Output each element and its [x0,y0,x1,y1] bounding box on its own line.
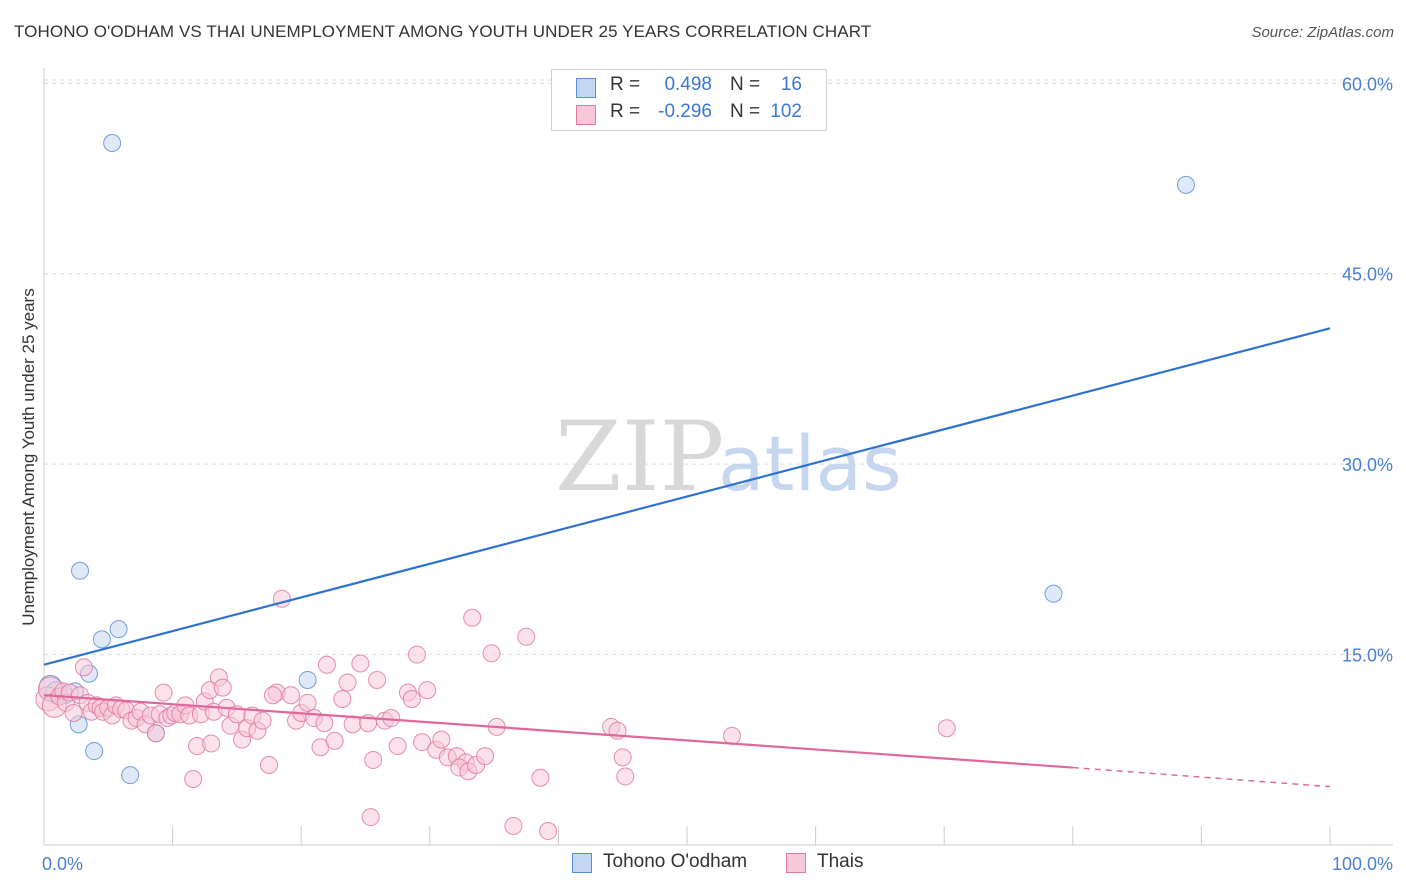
data-point-thais [388,736,407,755]
source-label: Source: ZipAtlas.com [1251,24,1394,41]
correlation-legend: R = 0.498 N = 16 R = -0.296 N = 102 [551,69,827,131]
data-point-thais [351,654,370,673]
y-tick-label: 30.0% [1342,455,1393,475]
legend-r-value-tohono: 0.498 [664,74,712,95]
data-point-thais [154,683,173,702]
data-point-thais [413,733,432,752]
x-tick-label-min: 0.0% [42,854,83,874]
data-point-thais [613,748,632,767]
data-point-thais [202,734,221,753]
legend-row-thais: R = -0.296 N = 102 [552,101,826,128]
data-point-tohono [103,133,122,152]
data-point-thais [407,645,426,664]
chart-title: TOHONO O'ODHAM VS THAI UNEMPLOYMENT AMON… [14,22,872,41]
watermark-zip: ZIP [555,401,724,513]
data-point-thais [74,658,93,677]
legend-r-label: R = [610,74,641,95]
data-point-thais [482,644,501,663]
data-point-thais [281,686,300,705]
data-point-tohono [92,630,111,649]
legend-r-label: R = [610,101,641,122]
data-point-thais [531,768,550,787]
legend-swatch-thais [576,105,596,125]
data-point-thais [213,678,232,697]
data-point-tohono [85,742,104,761]
data-point-tohono [71,561,90,580]
legend-r-value-thais: -0.296 [658,101,712,122]
data-point-thais [315,714,334,733]
data-point-thais [418,681,437,700]
data-point-thais [338,673,357,692]
y-tick-label: 60.0% [1342,74,1393,94]
data-point-thais [368,670,387,689]
data-point-thais [325,731,344,750]
bottom-legend-label-thais: Thais [817,851,864,872]
data-point-thais [364,750,383,769]
legend-n-label: N = [730,74,761,95]
bottom-legend-swatch-tohono [572,853,592,873]
data-point-thais [616,767,635,786]
trend-line-thais [43,694,1073,769]
data-point-thais [343,715,362,734]
data-point-thais [476,747,495,766]
data-points [35,133,1195,841]
data-point-thais [539,822,558,841]
tick-labels: 15.0% 30.0% 45.0% 60.0% 0.0% 100.0% Unemployme… [19,74,1393,874]
legend-n-value-thais: 102 [770,101,802,122]
data-point-thais [260,756,279,775]
data-point-thais [937,719,956,738]
data-point-thais [504,816,523,835]
legend-n-value-tohono: 16 [780,74,802,95]
data-point-thais [298,693,317,712]
data-point-tohono [109,620,128,639]
data-point-thais [333,690,352,709]
grid-lines [44,79,1393,656]
trend-lines [43,327,1331,788]
data-point-thais [146,724,165,743]
legend-row-tohono: R = 0.498 N = 16 [552,74,826,101]
legend-n-label: N = [730,101,761,122]
data-point-thais [64,703,83,722]
data-point-tohono [1044,584,1063,603]
data-point-tohono [298,670,317,689]
y-tick-label: 45.0% [1342,265,1393,285]
legend-swatch-tohono [576,78,596,98]
data-point-thais [402,690,421,709]
bottom-legend-swatch-thais [786,853,806,873]
data-point-thais [382,709,401,728]
data-point-thais [463,608,482,627]
bottom-legend-label-tohono: Tohono O'odham [603,851,748,872]
data-point-thais [432,730,451,749]
data-point-thais [263,686,282,705]
data-point-tohono [1176,175,1195,194]
data-point-thais [361,808,380,827]
data-point-thais [317,655,336,674]
data-point-thais [184,769,203,788]
y-tick-label: 15.0% [1342,646,1393,666]
trend-line-thais-extrapolated [1072,766,1331,788]
x-tick-label-max: 100.0% [1332,854,1393,874]
y-axis-title: Unemployment Among Youth under 25 years [19,288,38,625]
data-point-tohono [121,766,140,785]
data-point-thais [723,726,742,745]
trend-line-tohono [43,327,1331,666]
data-point-thais [253,711,272,730]
watermark: ZIP atlas [555,401,902,513]
data-point-thais [517,627,536,646]
axes [43,68,1393,846]
